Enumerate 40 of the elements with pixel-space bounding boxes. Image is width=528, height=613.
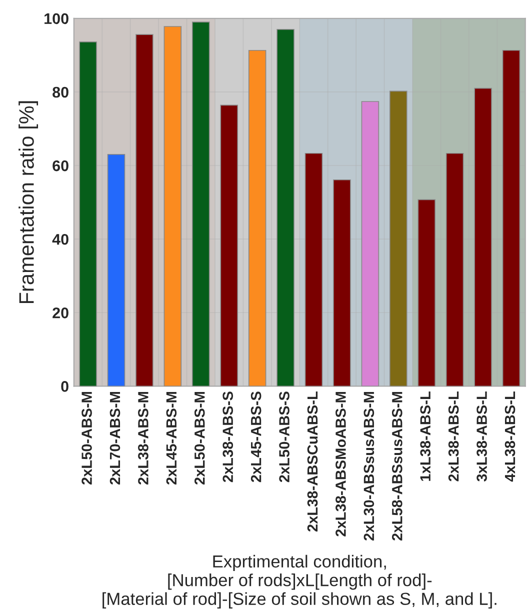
x-axis-title: Exprtimental condition, [Number of rods]xL[Length of rod]- [Material of rod]-[Size of soil shown as S, M, and L]. [102, 554, 496, 608]
x-tick-label: 2xL30-ABSsusABS-M [364, 392, 374, 540]
bar [418, 199, 436, 386]
bar [361, 101, 380, 386]
bar [107, 154, 126, 386]
y-tick-label: 40 [52, 234, 68, 245]
bar [276, 29, 294, 386]
x-tick-label: 2xL50-ABS-S [279, 392, 290, 482]
x-tick-label: 2xL38-ABSCuABS-L [307, 391, 318, 532]
x-tick-label: 4xL38-ABS-L [504, 391, 516, 482]
bar [474, 88, 492, 386]
x-tick-label: 2xL70-ABS-M [110, 392, 120, 485]
x-tick-label: 2xL50-ABS-M [82, 392, 92, 485]
bar [304, 152, 323, 386]
x-tick-label: 2xL50-ABS-M [194, 392, 205, 485]
x-tick-label: 2xL38-ABS-L [448, 391, 459, 482]
y-tick-label: 20 [52, 308, 68, 318]
x-tick-label: 2xL45-ABS-M [166, 392, 177, 485]
bar [446, 152, 464, 386]
bar [164, 26, 182, 386]
bar [136, 34, 154, 386]
bar [248, 50, 266, 386]
bar [502, 50, 520, 386]
x-tick-label: 1xL38-ABS-L [420, 391, 431, 481]
bar [333, 179, 351, 386]
bar [192, 22, 210, 386]
x-tick-label: 3xL38-ABS-L [476, 391, 487, 482]
y-tick-label: 0 [61, 381, 68, 392]
bar [390, 90, 408, 386]
y-tick-label: 80 [52, 86, 68, 98]
bar [79, 42, 97, 386]
bar [220, 104, 238, 386]
x-tick-label: 2xL38-ABS-S [222, 392, 234, 482]
y-tick-label: 100 [44, 13, 68, 24]
x-tick-label: 2xL45-ABS-S [250, 392, 262, 482]
x-tick-label: 2xL38-ABS-M [138, 392, 148, 485]
y-tick-label: 60 [52, 160, 68, 172]
x-tick-label: 2xL58-ABSsusABS-M [392, 392, 402, 540]
x-tick-label: 2xL38-ABSMoABS-M [336, 392, 346, 536]
y-axis-title: Framentation ratio [%] [18, 101, 38, 304]
